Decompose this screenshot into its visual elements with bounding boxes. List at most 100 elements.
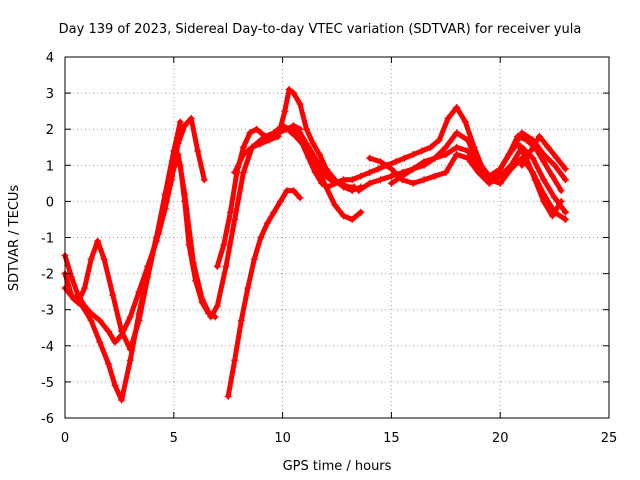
data-point-marker xyxy=(289,89,297,97)
data-point-marker xyxy=(105,327,113,335)
data-point-marker xyxy=(105,360,113,368)
data-point-marker xyxy=(296,194,304,202)
data-point-marker xyxy=(544,143,552,151)
data-point-marker xyxy=(135,317,143,325)
x-tick-label: 20 xyxy=(492,431,509,446)
data-point-marker xyxy=(496,179,504,187)
data-point-marker xyxy=(198,298,206,306)
data-point-marker xyxy=(409,165,417,173)
data-point-marker xyxy=(398,172,406,180)
data-point-marker xyxy=(518,129,526,137)
data-point-marker xyxy=(226,208,234,216)
data-point-marker xyxy=(220,241,228,249)
data-point-marker xyxy=(531,176,539,184)
data-point-marker xyxy=(551,161,559,169)
data-point-marker xyxy=(239,150,247,158)
data-point-marker xyxy=(270,208,278,216)
series-track-1 xyxy=(61,114,208,404)
data-point-marker xyxy=(237,317,245,325)
data-point-marker xyxy=(540,158,548,166)
data-point-marker xyxy=(420,176,428,184)
y-tick-label: -1 xyxy=(41,232,54,247)
series-track-7 xyxy=(224,187,304,400)
data-point-marker xyxy=(94,237,102,245)
data-point-marker xyxy=(561,176,569,184)
data-point-marker xyxy=(74,298,82,306)
data-point-marker xyxy=(87,309,95,317)
data-point-marker xyxy=(340,176,348,184)
data-point-marker xyxy=(187,114,195,122)
data-point-marker xyxy=(453,143,461,151)
data-point-marker xyxy=(316,150,324,158)
data-point-marker xyxy=(168,176,176,184)
data-point-marker xyxy=(296,100,304,108)
series-track xyxy=(280,126,364,222)
series-track xyxy=(497,141,564,219)
x-tick-label: 25 xyxy=(601,431,618,446)
data-point-marker xyxy=(144,273,152,281)
data-point-marker xyxy=(464,136,472,144)
data-point-marker xyxy=(444,114,452,122)
data-point-marker xyxy=(340,212,348,220)
series-track xyxy=(519,133,568,172)
data-point-marker xyxy=(540,176,548,184)
data-point-marker xyxy=(185,241,193,249)
data-point-marker xyxy=(420,158,428,166)
data-point-marker xyxy=(111,382,119,390)
series-track-3 xyxy=(61,118,184,353)
y-tick-label: 2 xyxy=(46,123,54,138)
series-track xyxy=(62,119,183,352)
series-track-13 xyxy=(496,140,565,220)
data-point-marker xyxy=(461,118,469,126)
data-point-marker xyxy=(540,197,548,205)
data-point-marker xyxy=(435,136,443,144)
data-point-marker xyxy=(68,291,76,299)
data-point-marker xyxy=(387,172,395,180)
y-tick-label: -4 xyxy=(41,340,54,355)
data-point-marker xyxy=(296,129,304,137)
data-point-marker xyxy=(322,172,330,180)
data-point-marker xyxy=(561,208,569,216)
y-tick-label: 4 xyxy=(46,51,54,66)
data-point-marker xyxy=(231,215,239,223)
data-point-marker xyxy=(505,150,513,158)
data-point-marker xyxy=(474,161,482,169)
y-tick-label: -5 xyxy=(41,376,54,391)
y-tick-label: -2 xyxy=(41,268,54,283)
series-track xyxy=(62,115,207,403)
y-tick-label: 1 xyxy=(46,159,54,174)
data-point-marker xyxy=(357,208,365,216)
y-tick-label: 3 xyxy=(46,87,54,102)
data-point-marker xyxy=(496,165,504,173)
data-point-marker xyxy=(244,284,252,292)
x-tick-label: 0 xyxy=(61,431,69,446)
data-point-marker xyxy=(176,161,184,169)
data-point-marker xyxy=(387,165,395,173)
data-point-marker xyxy=(87,317,95,325)
series-track-2 xyxy=(61,122,304,346)
data-point-marker xyxy=(289,187,297,195)
series-track xyxy=(356,130,568,194)
data-point-marker xyxy=(507,165,515,173)
data-point-marker xyxy=(231,169,239,177)
data-point-marker xyxy=(377,176,385,184)
x-axis-label: GPS time / hours xyxy=(283,459,392,474)
data-point-marker xyxy=(211,313,219,321)
data-point-marker xyxy=(224,392,232,400)
data-point-marker xyxy=(527,147,535,155)
data-point-marker xyxy=(231,356,239,364)
data-point-marker xyxy=(453,129,461,137)
data-point-marker xyxy=(135,288,143,296)
series-track-4 xyxy=(155,147,219,321)
data-point-marker xyxy=(303,125,311,133)
data-point-marker xyxy=(453,150,461,158)
data-point-marker xyxy=(551,194,559,202)
data-point-marker xyxy=(518,161,526,169)
data-point-marker xyxy=(96,317,104,325)
data-point-marker xyxy=(205,309,213,317)
data-point-marker xyxy=(340,183,348,191)
data-point-marker xyxy=(427,143,435,151)
data-point-marker xyxy=(442,150,450,158)
data-point-marker xyxy=(222,262,230,270)
